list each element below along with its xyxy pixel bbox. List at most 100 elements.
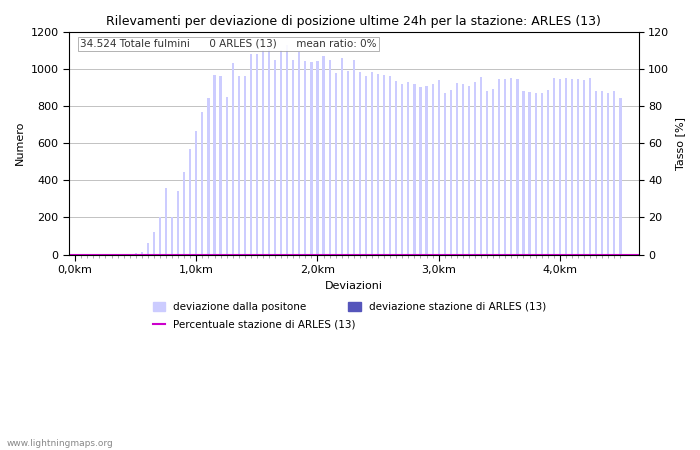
- Bar: [165, 188, 167, 255]
- Bar: [310, 254, 312, 255]
- Bar: [341, 58, 343, 255]
- Bar: [92, 254, 95, 255]
- Bar: [559, 254, 561, 255]
- Bar: [268, 254, 270, 255]
- Bar: [620, 254, 622, 255]
- Bar: [153, 232, 155, 255]
- Bar: [553, 78, 555, 255]
- Bar: [522, 91, 524, 255]
- Bar: [346, 71, 349, 255]
- Bar: [480, 77, 482, 255]
- Bar: [189, 149, 191, 255]
- Bar: [214, 254, 216, 255]
- Bar: [335, 254, 337, 255]
- Bar: [486, 254, 488, 255]
- X-axis label: Deviazioni: Deviazioni: [325, 280, 383, 291]
- Bar: [377, 254, 379, 255]
- Bar: [171, 254, 173, 255]
- Bar: [286, 45, 288, 255]
- Bar: [346, 254, 349, 255]
- Bar: [316, 254, 319, 255]
- Bar: [438, 254, 440, 255]
- Bar: [456, 83, 458, 255]
- Bar: [232, 63, 234, 255]
- Bar: [510, 254, 512, 255]
- Bar: [220, 76, 222, 255]
- Bar: [571, 79, 573, 255]
- Bar: [304, 254, 307, 255]
- Bar: [195, 131, 197, 255]
- Bar: [335, 73, 337, 255]
- Bar: [607, 93, 610, 255]
- Bar: [280, 254, 282, 255]
- Bar: [589, 254, 591, 255]
- Bar: [189, 254, 191, 255]
- Bar: [504, 254, 506, 255]
- Bar: [220, 254, 222, 255]
- Bar: [171, 217, 173, 255]
- Bar: [528, 254, 531, 255]
- Bar: [80, 254, 83, 255]
- Bar: [444, 254, 446, 255]
- Bar: [304, 61, 307, 255]
- Bar: [468, 86, 470, 255]
- Bar: [474, 82, 476, 255]
- Bar: [250, 254, 252, 255]
- Bar: [280, 50, 282, 255]
- Bar: [256, 254, 258, 255]
- Bar: [256, 54, 258, 255]
- Bar: [419, 254, 421, 255]
- Bar: [413, 84, 416, 255]
- Bar: [492, 254, 494, 255]
- Bar: [547, 90, 549, 255]
- Bar: [553, 254, 555, 255]
- Bar: [274, 254, 276, 255]
- Bar: [377, 74, 379, 255]
- Bar: [214, 75, 216, 255]
- Bar: [292, 254, 295, 255]
- Bar: [225, 97, 228, 255]
- Bar: [104, 254, 106, 255]
- Bar: [147, 254, 149, 255]
- Bar: [298, 52, 300, 255]
- Y-axis label: Numero: Numero: [15, 121, 25, 166]
- Bar: [250, 54, 252, 255]
- Text: 34.524 Totale fulmini      0 ARLES (13)      mean ratio: 0%: 34.524 Totale fulmini 0 ARLES (13) mean …: [80, 39, 377, 49]
- Bar: [613, 254, 615, 255]
- Bar: [262, 254, 264, 255]
- Bar: [395, 254, 398, 255]
- Bar: [601, 91, 603, 255]
- Bar: [438, 80, 440, 255]
- Bar: [244, 254, 246, 255]
- Bar: [207, 254, 209, 255]
- Bar: [620, 98, 622, 255]
- Bar: [426, 86, 428, 255]
- Bar: [595, 254, 597, 255]
- Bar: [504, 79, 506, 255]
- Bar: [232, 254, 234, 255]
- Bar: [565, 78, 567, 255]
- Bar: [540, 254, 542, 255]
- Bar: [207, 98, 209, 255]
- Bar: [177, 191, 179, 255]
- Bar: [365, 254, 367, 255]
- Bar: [413, 254, 416, 255]
- Bar: [159, 216, 161, 255]
- Bar: [583, 80, 585, 255]
- Bar: [383, 254, 385, 255]
- Bar: [431, 254, 434, 255]
- Bar: [153, 254, 155, 255]
- Bar: [522, 254, 524, 255]
- Bar: [165, 254, 167, 255]
- Bar: [510, 78, 512, 255]
- Bar: [480, 254, 482, 255]
- Bar: [498, 79, 500, 255]
- Bar: [492, 90, 494, 255]
- Bar: [129, 254, 131, 255]
- Bar: [486, 91, 488, 255]
- Bar: [98, 254, 101, 255]
- Bar: [122, 254, 125, 255]
- Bar: [134, 254, 136, 255]
- Bar: [456, 254, 458, 255]
- Bar: [225, 254, 228, 255]
